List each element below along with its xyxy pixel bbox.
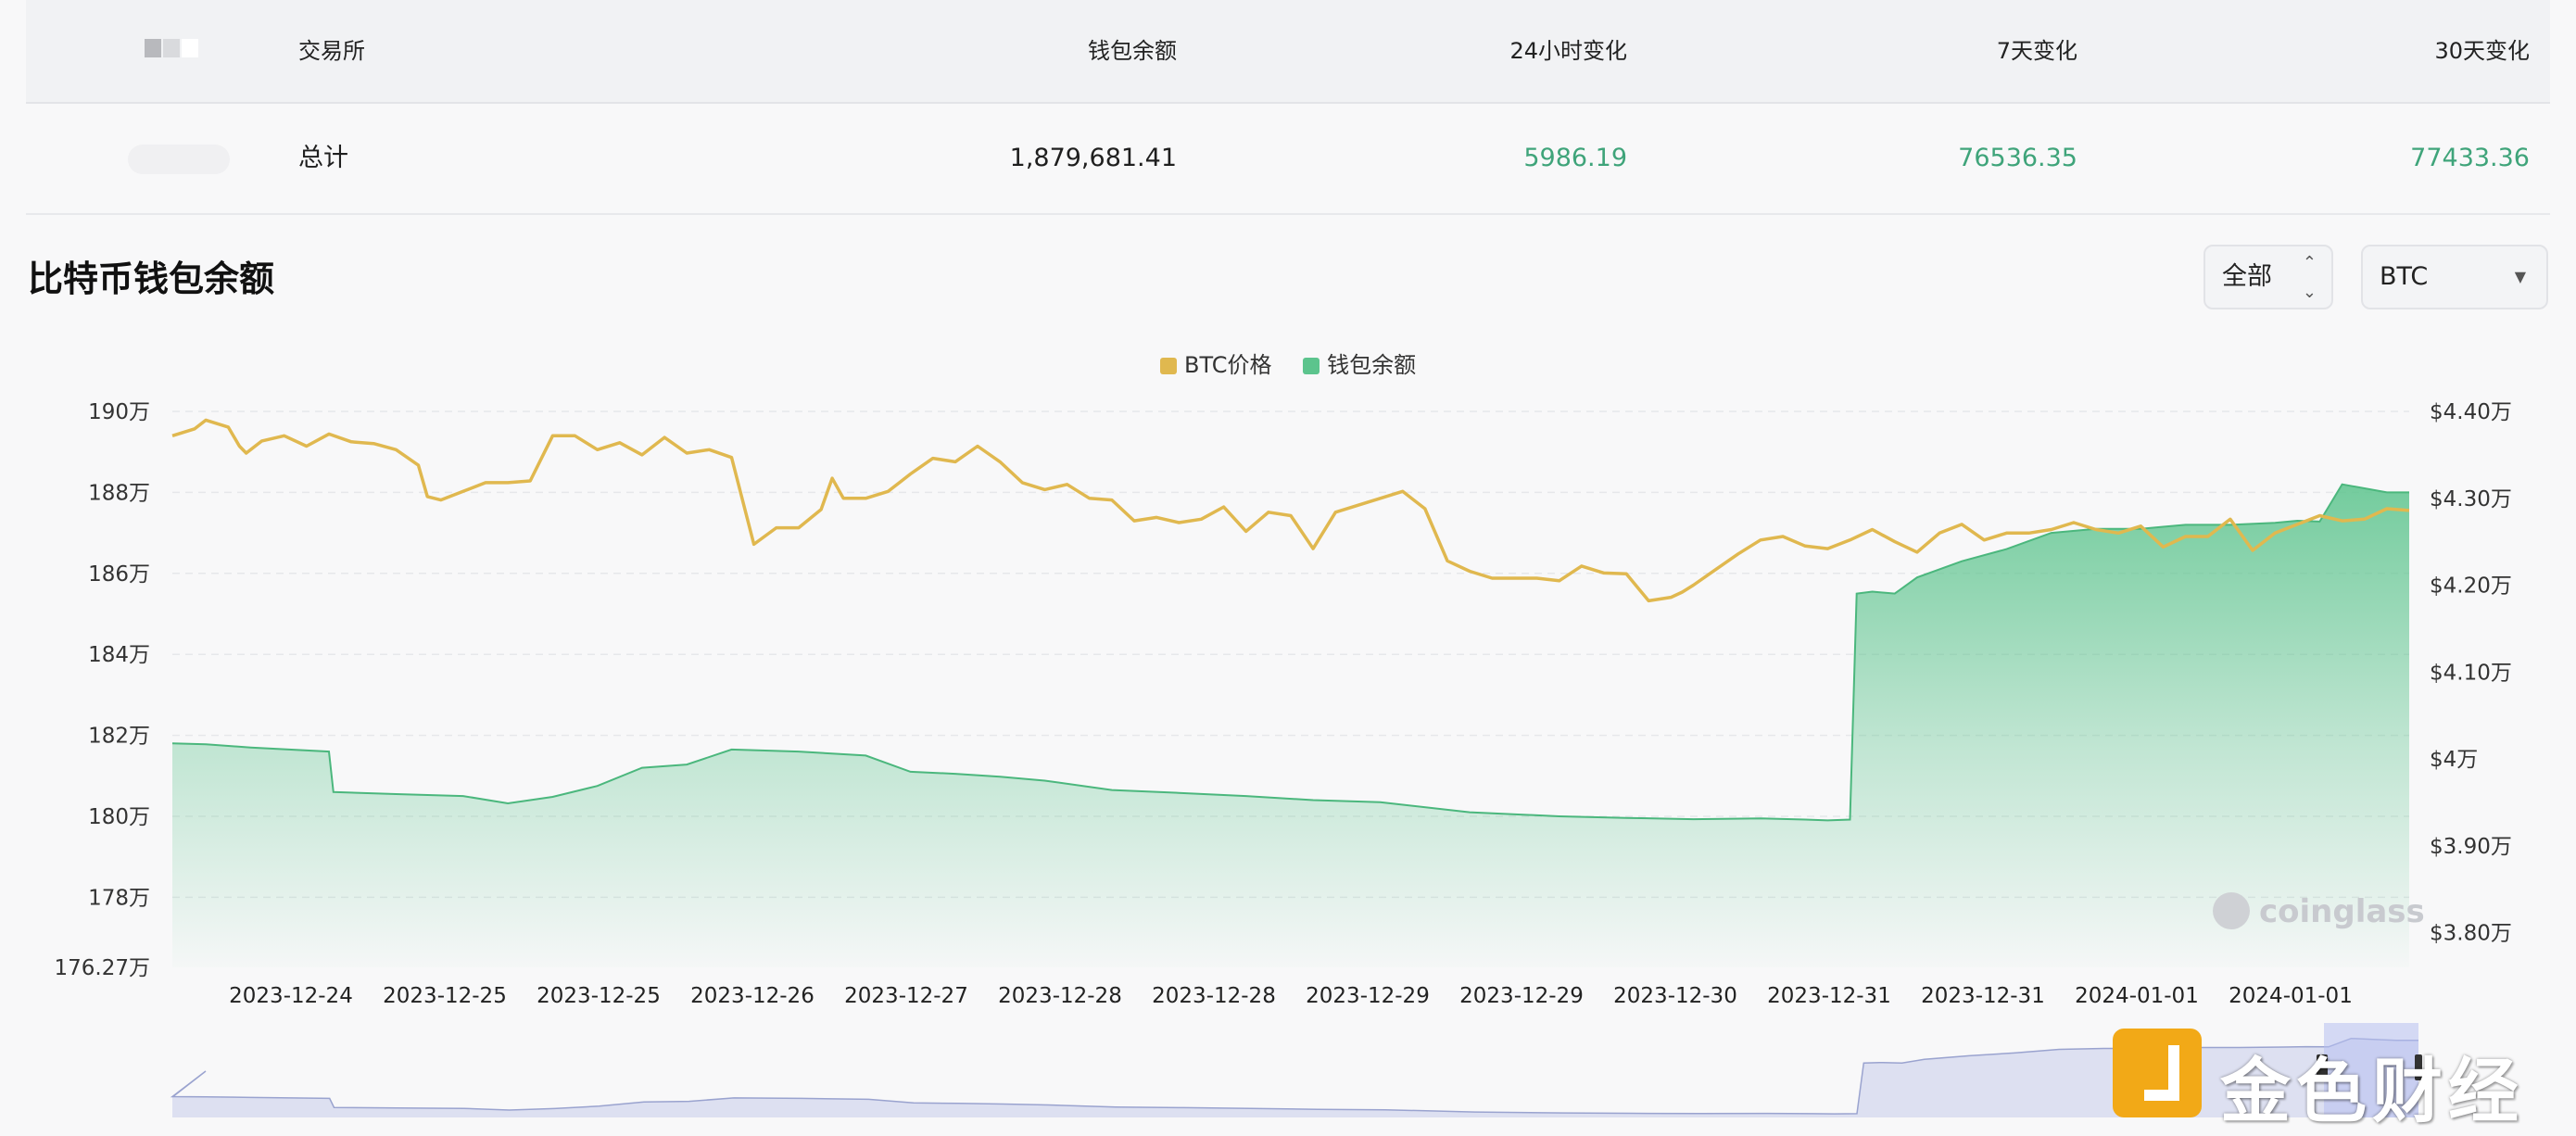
y-right-tick-label: $4.40万 xyxy=(2430,400,2512,424)
table-header: 交易所 钱包余额 24小时变化 7天变化 30天变化 xyxy=(26,0,2550,104)
header-24h-change[interactable]: 24小时变化 xyxy=(1509,38,1627,64)
brand-name: 金色财经 xyxy=(2220,1050,2524,1132)
x-tick-label: 2024-01-01 xyxy=(2229,984,2353,1008)
page-title: 比特币钱包余额 xyxy=(28,259,275,299)
y-left-tick-label: 186万 xyxy=(88,562,150,587)
header-balance[interactable]: 钱包余额 xyxy=(1088,38,1177,64)
y-left-tick-label: 180万 xyxy=(88,805,150,829)
y-right-tick-label: $4.30万 xyxy=(2430,487,2512,511)
range-select[interactable]: 全部 ⌃ ⌄ xyxy=(2203,245,2333,309)
total-30d-change: 77433.36 xyxy=(2410,144,2530,172)
chart-legend: BTC价格 钱包余额 xyxy=(1160,347,1440,379)
y-right-tick-label: $4万 xyxy=(2430,748,2478,772)
x-tick-label: 2023-12-29 xyxy=(1459,984,1584,1008)
table-row: 总计 1,879,681.41 5986.19 76536.35 77433.3… xyxy=(26,104,2550,215)
brush-right-handle xyxy=(2415,1054,2422,1080)
brush-left-handle xyxy=(2317,1054,2328,1080)
balance-series xyxy=(171,483,2409,967)
x-tick-label: 2023-12-28 xyxy=(1152,984,1276,1008)
x-tick-label: 2023-12-28 xyxy=(998,984,1122,1008)
coin-select-value: BTC xyxy=(2380,262,2429,291)
legend-swatch-price xyxy=(1160,358,1177,374)
x-tick-label: 2023-12-27 xyxy=(844,984,968,1008)
overview-brush[interactable] xyxy=(170,1023,2422,1117)
x-axis: 2023-12-24 2023-12-25 2023-12-25 2023-12-26… xyxy=(229,984,2353,1008)
header-exchange: 交易所 xyxy=(298,38,365,64)
total-24h-change: 5986.19 xyxy=(1523,144,1627,172)
y-right-tick-label: $4.10万 xyxy=(2430,661,2512,685)
exchange-logo-placeholder xyxy=(128,145,230,174)
y-left-tick-label: 178万 xyxy=(88,886,150,910)
x-tick-label: 2023-12-31 xyxy=(1921,984,2045,1008)
price-line xyxy=(171,418,2410,603)
coinglass-watermark: coinglass xyxy=(2213,892,2425,930)
exchange-balance-table: 交易所 钱包余额 24小时变化 7天变化 30天变化 总计 1,879,681.… xyxy=(26,0,2550,215)
y-right-tick-label: $3.80万 xyxy=(2430,922,2512,946)
brand-logo-icon xyxy=(2113,1029,2202,1117)
total-label: 总计 xyxy=(298,144,348,172)
y-left-tick-label: 176.27万 xyxy=(55,956,150,980)
x-tick-label: 2023-12-29 xyxy=(1306,984,1430,1008)
sort-updown-icon: ⌃ ⌄ xyxy=(2302,253,2317,302)
x-tick-label: 2023-12-24 xyxy=(229,984,353,1008)
header-7d-change[interactable]: 7天变化 xyxy=(1996,38,2077,64)
y-left-tick-label: 184万 xyxy=(88,643,150,667)
caret-down-icon: ▼ xyxy=(2514,268,2526,285)
range-select-value: 全部 xyxy=(2222,262,2272,291)
legend-item-balance[interactable]: 钱包余额 xyxy=(1303,347,1416,379)
y-axis-left: 190万 188万 186万 184万 182万 180万 178万 176.27万 xyxy=(55,400,150,980)
x-tick-label: 2023-12-31 xyxy=(1767,984,1891,1008)
total-7d-change: 76536.35 xyxy=(1958,144,2077,172)
x-tick-label: 2023-12-25 xyxy=(537,984,661,1008)
y-axis-right: $4.40万 $4.30万 $4.20万 $4.10万 $4万 $3.90万 $3.80万 xyxy=(2430,400,2512,946)
overview-selection xyxy=(2324,1023,2418,1117)
y-left-tick-label: 182万 xyxy=(88,725,150,749)
x-tick-label: 2024-01-01 xyxy=(2075,984,2199,1008)
x-tick-label: 2023-12-30 xyxy=(1613,984,1737,1008)
coinglass-logo-icon xyxy=(2213,892,2250,929)
coin-select[interactable]: BTC ▼ xyxy=(2361,245,2548,309)
y-right-tick-label: $4.20万 xyxy=(2430,574,2512,599)
exchange-logo-placeholder xyxy=(145,39,202,57)
balance-line xyxy=(171,483,2409,822)
header-30d-change[interactable]: 30天变化 xyxy=(2434,38,2530,64)
x-tick-label: 2023-12-25 xyxy=(383,984,507,1008)
y-right-tick-label: $3.90万 xyxy=(2430,835,2512,859)
x-tick-label: 2023-12-26 xyxy=(690,984,814,1008)
legend-item-price[interactable]: BTC价格 xyxy=(1160,347,1271,379)
price-series xyxy=(171,418,2410,603)
total-balance: 1,879,681.41 xyxy=(1009,144,1177,172)
y-left-tick-label: 190万 xyxy=(88,400,150,424)
legend-swatch-balance xyxy=(1303,358,1320,374)
y-left-tick-label: 188万 xyxy=(88,481,150,505)
balance-area-fill xyxy=(172,484,2409,967)
overview-area xyxy=(172,1038,2418,1117)
